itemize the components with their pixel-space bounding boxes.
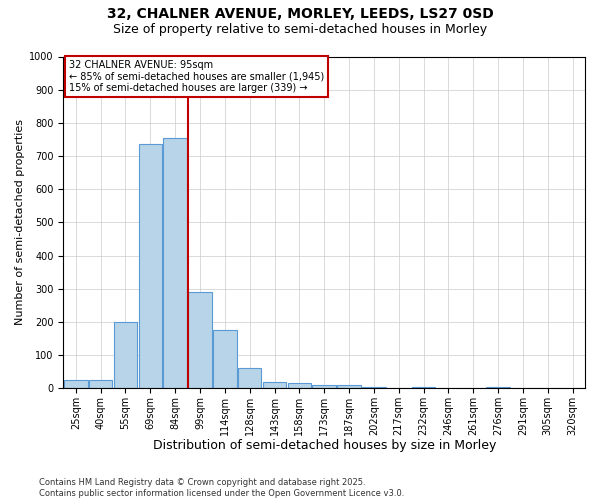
Text: 32 CHALNER AVENUE: 95sqm
← 85% of semi-detached houses are smaller (1,945)
15% o: 32 CHALNER AVENUE: 95sqm ← 85% of semi-d…	[68, 60, 324, 93]
Bar	[362, 386, 386, 388]
Bar	[163, 138, 187, 388]
Bar	[486, 386, 510, 388]
Bar	[113, 322, 137, 388]
Bar	[213, 330, 236, 388]
Text: Contains HM Land Registry data © Crown copyright and database right 2025.
Contai: Contains HM Land Registry data © Crown c…	[39, 478, 404, 498]
Bar	[412, 386, 436, 388]
Bar	[313, 385, 336, 388]
Y-axis label: Number of semi-detached properties: Number of semi-detached properties	[15, 120, 25, 326]
Text: 32, CHALNER AVENUE, MORLEY, LEEDS, LS27 0SD: 32, CHALNER AVENUE, MORLEY, LEEDS, LS27 …	[107, 8, 493, 22]
Bar	[64, 380, 88, 388]
Bar	[139, 144, 162, 388]
X-axis label: Distribution of semi-detached houses by size in Morley: Distribution of semi-detached houses by …	[152, 440, 496, 452]
Bar	[337, 385, 361, 388]
Text: Size of property relative to semi-detached houses in Morley: Size of property relative to semi-detach…	[113, 22, 487, 36]
Bar	[287, 384, 311, 388]
Bar	[238, 368, 262, 388]
Bar	[188, 292, 212, 388]
Bar	[89, 380, 112, 388]
Bar	[263, 382, 286, 388]
